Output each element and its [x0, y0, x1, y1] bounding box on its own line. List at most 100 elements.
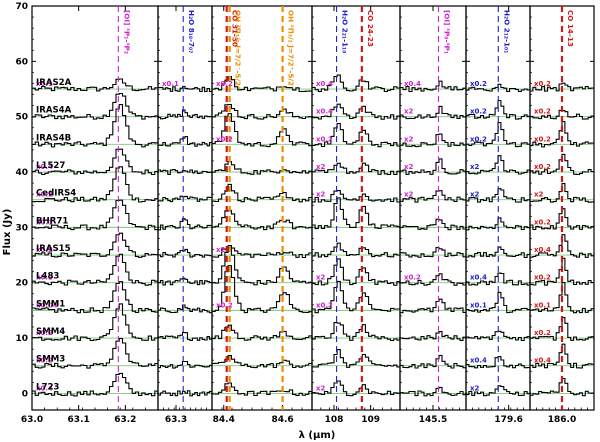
panel-frames: 63.0 63.1 63.2 0 10 20 30 40 50 60 70 63.3 84.4 84.6 1…: [15, 2, 595, 425]
source-label: L723: [36, 382, 59, 392]
scale-factor: x0.2: [316, 301, 333, 309]
scale-factor: x0.4: [36, 163, 53, 171]
spectrum-SMM1-p1: [32, 281, 159, 314]
spectrum-L483-p2: [158, 277, 213, 286]
spectrum-SMM1-p7: [530, 282, 595, 314]
scale-factor: x0.2: [534, 163, 551, 171]
line-label: [OI] ³P₀-³P₁: [443, 10, 452, 54]
scale-factor: x0.2: [534, 108, 551, 116]
panel-frame-p5: [399, 5, 467, 411]
source-label: L1527: [36, 161, 65, 171]
spectrum-BHR71-p2: [158, 218, 213, 231]
spectrum-IRAS2A-p5: [400, 80, 467, 93]
source-label: IRAS4B: [36, 133, 71, 143]
x-tick-label: 63.2: [114, 415, 136, 425]
y-tick-label: 40: [15, 168, 28, 178]
line-label: H₂O 8₁₈-7₀₇: [187, 10, 196, 53]
y-tick-label: 10: [15, 334, 28, 344]
source-label: IRAS4A: [36, 106, 72, 116]
source-label: IRAS2A: [36, 78, 72, 88]
scale-factor: x0.4: [36, 384, 53, 392]
scale-factor: x0.2: [36, 274, 53, 282]
spectrum-L723-p5: [400, 386, 467, 397]
scale-factor: x2: [404, 135, 414, 143]
scale-factor: x0.4: [470, 274, 487, 282]
line-label: H₂O 2₁₂-1₀₁: [502, 10, 511, 53]
x-tick-label: 109: [361, 415, 380, 425]
scale-factor: x0.2: [36, 329, 53, 337]
scale-factor: x0.2: [36, 191, 53, 199]
spectrum-IRAS4B-p4: [312, 123, 401, 148]
spectrum-L723-p6: [466, 385, 531, 397]
labels: [OI] ³P₁-³P₂ x0.1 x0.4 x0.2 x0.1 x0.2 x0.2 x0.0…: [36, 10, 575, 392]
scale-factor: x0.1: [162, 80, 179, 88]
spectrum-L1527-p1: [32, 148, 159, 176]
scale-factor: x0.4: [470, 357, 487, 365]
scale-factor: x2: [404, 108, 414, 116]
scale-factor: x2: [316, 384, 326, 392]
spectrum-BHR71-p5: [400, 218, 467, 231]
spectrum-IRAS2A-p2: [158, 85, 213, 93]
spectrum-SMM4-p4: [312, 322, 401, 342]
x-axis-title: λ (μm): [299, 430, 336, 441]
spectrum-SMM4-p7: [530, 317, 595, 341]
panel-frame-p2: [157, 5, 213, 411]
source-label: IRAS15: [36, 244, 71, 254]
spectrum-SMM4-p2: [158, 331, 213, 341]
scale-factor: x0.4: [404, 80, 421, 88]
x-tick-label: 84.6: [271, 415, 293, 425]
scale-factor: x0.2: [36, 357, 53, 365]
source-label: CedIRS4: [36, 189, 76, 199]
scale-factor: x2: [404, 191, 414, 199]
x-tick-label: 145.5: [419, 415, 447, 425]
scale-factor: x0.2: [470, 135, 487, 143]
line-label: CO 31-30: [231, 10, 240, 47]
spectrum-IRAS4A-p2: [158, 109, 213, 120]
line-label: H₂O 2₂₁-1₁₀: [341, 10, 350, 53]
spectrum-IRAS15-p5: [400, 247, 467, 258]
line-label: CO 14-13: [566, 10, 575, 47]
spectrum-SMM1-p5: [400, 298, 467, 314]
scale-factor: x2: [216, 246, 226, 254]
scale-factor: x0.2: [534, 135, 551, 143]
spectrum-L723-p3: [212, 382, 313, 397]
y-tick-label: 60: [15, 57, 28, 67]
spectrum-L483-p4: [312, 258, 401, 286]
spectrum-IRAS15-p3: [212, 244, 313, 259]
y-tick-label: 30: [15, 223, 28, 233]
scale-factor: x0.2: [316, 135, 333, 143]
spectrum-IRAS4B-p2: [158, 135, 213, 147]
spectrum-CedIRS4-p1: [32, 166, 159, 203]
spectrum-IRAS2A-p1: [32, 78, 159, 92]
y-tick-label: 0: [22, 389, 28, 399]
scale-factor: x0.2: [404, 274, 421, 282]
scale-factor: x0.2: [216, 135, 233, 143]
spectrum-SMM3-p3: [212, 355, 313, 369]
spectrum-IRAS4B-p5: [400, 133, 467, 148]
spectrum-SMM3-p5: [400, 354, 467, 369]
x-tick-label: 63.1: [68, 415, 90, 425]
x-tick-label: 84.4: [213, 415, 235, 425]
x-tick-label: 186.0: [548, 415, 576, 425]
scale-factor: x2: [316, 274, 326, 282]
spectrum-L483-p5: [400, 273, 467, 286]
spectrum-SMM1-p6: [466, 291, 531, 314]
spectrum-SMM3-p7: [530, 343, 595, 369]
spectrum-L483-p1: [32, 253, 159, 286]
spectrum-SMM1-p4: [312, 280, 400, 314]
spectrum-SMM4-p1: [32, 303, 159, 342]
spectrum-CedIRS4-p3: [212, 183, 313, 203]
line-markers: [117, 6, 564, 410]
line-label: [OI] ³P₁-³P₂: [122, 10, 131, 54]
spectrum-L483-p6: [466, 272, 531, 286]
spectrum-BHR71-p4: [312, 197, 401, 230]
scale-factor: x2: [470, 384, 480, 392]
x-tick-label: 108: [325, 415, 344, 425]
line-label: OH ²Π₃/₂ J=7/2⁺-5/2⁻: [287, 10, 296, 90]
spectrum-IRAS4B-p1: [32, 104, 159, 148]
scale-factor: x0.4: [316, 80, 333, 88]
spectrum-L1527-p7: [530, 153, 595, 176]
scale-factor: x2: [534, 191, 544, 199]
spectrum-IRAS15-p7: [530, 234, 595, 258]
reference-lines: [33, 88, 593, 394]
